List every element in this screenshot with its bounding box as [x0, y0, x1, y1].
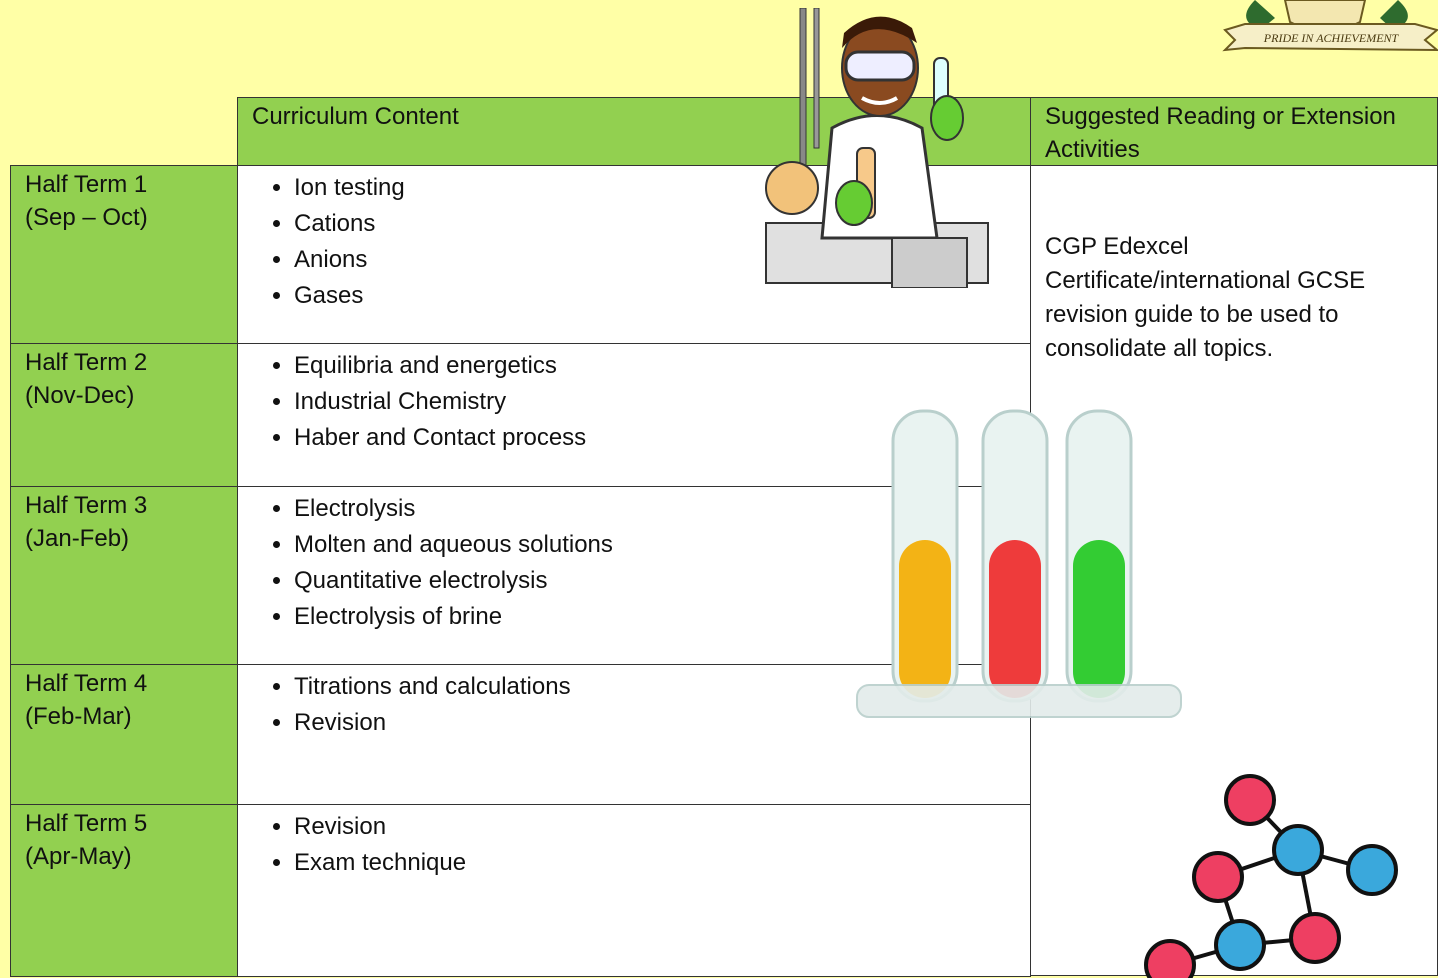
topic-item: Electrolysis [294, 491, 1030, 527]
term-name: Half Term 5 [25, 810, 148, 837]
topic-list: Equilibria and energeticsIndustrial Chem… [238, 344, 1030, 456]
smile [861, 96, 899, 105]
content-cell: RevisionExam technique [237, 804, 1031, 977]
hair [842, 16, 917, 48]
term-months: (Nov-Dec) [25, 382, 135, 409]
lab-stand [813, 8, 820, 149]
scientist-illustration [765, 8, 989, 288]
term-cell: Half Term 1 (Sep – Oct) [10, 165, 238, 344]
term-cell: Half Term 4 (Feb-Mar) [10, 664, 238, 805]
header-text: Curriculum Content [252, 103, 459, 130]
tube-liquid [1073, 540, 1125, 698]
logo-leaf [1246, 0, 1275, 30]
topic-item: Molten and aqueous solutions [294, 527, 1030, 563]
logo-motto: PRIDE IN ACHIEVEMENT [1263, 31, 1400, 45]
header-text: Suggested Reading or Extension Activitie… [1045, 103, 1396, 163]
topic-item: Revision [294, 705, 1030, 741]
tube-liquid [989, 540, 1041, 698]
term-cell: Half Term 5 (Apr-May) [10, 804, 238, 977]
topic-item: Haber and Contact process [294, 420, 1030, 456]
term-name: Half Term 1 [25, 171, 148, 198]
term-months: (Jan-Feb) [25, 525, 130, 552]
topic-item: Electrolysis of brine [294, 599, 1030, 635]
topic-item: Cations [294, 206, 1030, 242]
term-name: Half Term 4 [25, 670, 148, 697]
glove [930, 95, 964, 141]
term-cell: Half Term 3 (Jan-Feb) [10, 486, 238, 665]
term-months: (Sep – Oct) [25, 204, 148, 231]
reading-cell: CGP Edexcel Certificate/international GC… [1030, 165, 1438, 976]
topic-item: Industrial Chemistry [294, 384, 1030, 420]
topic-item: Ion testing [294, 170, 1030, 206]
term-months: (Apr-May) [25, 843, 132, 870]
topic-item: Exam technique [294, 845, 1030, 881]
topic-item: Titrations and calculations [294, 669, 1030, 705]
molecule-illustration [1144, 774, 1398, 978]
goggles [844, 50, 916, 82]
term-cell: Half Term 2 (Nov-Dec) [10, 343, 238, 487]
molecule-atoms [1144, 774, 1398, 978]
glove [835, 180, 873, 226]
term-months: (Feb-Mar) [25, 703, 132, 730]
topic-list: Ion testingCationsAnionsGases [238, 166, 1030, 314]
topic-item: Anions [294, 242, 1030, 278]
logo-ribbon [1222, 23, 1438, 52]
school-logo: PRIDE IN ACHIEVEMENT [1222, 0, 1438, 52]
topic-item: Revision [294, 809, 1030, 845]
test-tubes-illustration [856, 409, 1182, 718]
topic-item: Quantitative electrolysis [294, 563, 1030, 599]
flask [765, 161, 819, 215]
topic-item: Gases [294, 278, 1030, 314]
topic-list: ElectrolysisMolten and aqueous solutions… [238, 487, 1030, 635]
lab-stand [799, 8, 807, 189]
tube-rack [891, 237, 968, 288]
header-cell: Suggested Reading or Extension Activitie… [1030, 97, 1438, 166]
topic-item: Equilibria and energetics [294, 348, 1030, 384]
tube-liquid [899, 540, 951, 698]
logo-leaf [1380, 0, 1408, 30]
term-name: Half Term 2 [25, 349, 148, 376]
topic-list: Titrations and calculationsRevision [238, 665, 1030, 741]
tube-stand [856, 684, 1182, 718]
lab-coat [820, 114, 939, 240]
topic-list: RevisionExam technique [238, 805, 1030, 881]
term-name: Half Term 3 [25, 492, 148, 519]
reading-text: CGP Edexcel Certificate/international GC… [1045, 233, 1366, 362]
